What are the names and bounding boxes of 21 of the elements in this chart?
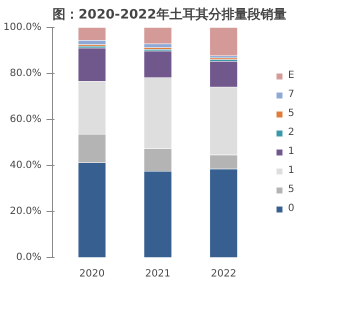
y-tick-label: 100.0% bbox=[3, 22, 42, 33]
x-tick-label: 2021 bbox=[145, 268, 171, 280]
legend-label: 5 bbox=[288, 108, 296, 119]
y-tick-label: 60.0% bbox=[10, 114, 42, 125]
bar bbox=[210, 28, 238, 56]
chart-title: 图：2020-2022年土耳其分排量段销量 bbox=[52, 8, 286, 22]
legend-label: 1 bbox=[288, 146, 296, 157]
legend-label: 5 bbox=[288, 184, 296, 195]
y-tick-label: 80.0% bbox=[10, 68, 42, 79]
y-tick-label: 20.0% bbox=[10, 206, 42, 217]
y-tick-label: 40.0% bbox=[10, 160, 42, 171]
legend-label: E bbox=[288, 70, 296, 81]
legend-label: 2 bbox=[288, 127, 296, 138]
legend-label: 7 bbox=[288, 89, 296, 100]
bar bbox=[78, 28, 106, 41]
x-tick-label: 2022 bbox=[210, 268, 236, 280]
legend-label: 1 bbox=[288, 165, 296, 176]
bar bbox=[144, 28, 172, 44]
y-tick-label: 0.0% bbox=[16, 252, 42, 263]
x-tick-label: 2020 bbox=[79, 268, 105, 280]
legend-label: 0 bbox=[288, 203, 296, 214]
